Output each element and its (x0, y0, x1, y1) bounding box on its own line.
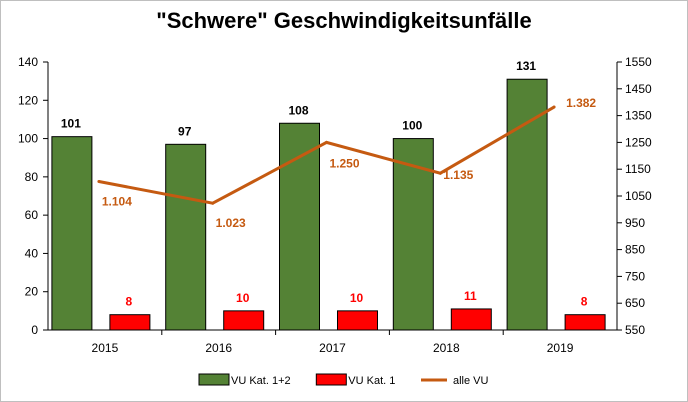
y-left-tick-label: 60 (25, 208, 39, 222)
bar-vu-kat-1 (337, 310, 378, 331)
line-point (325, 140, 328, 144)
line-data-label: 1.023 (216, 216, 246, 230)
bar-data-label: 97 (178, 124, 192, 138)
bar-data-label: 10 (350, 291, 364, 305)
y-left-tick-label: 140 (18, 55, 38, 69)
y-right-tick-label: 1350 (625, 109, 652, 123)
legend-swatch (198, 373, 230, 386)
bar-data-label: 8 (581, 295, 588, 309)
bar-vu-kat-1 (450, 308, 492, 331)
y-right-tick-label: 750 (625, 269, 645, 283)
y-right-tick-label: 1550 (625, 55, 652, 69)
y-left-tick-label: 40 (25, 246, 39, 260)
line-point (552, 105, 556, 109)
bar-data-label: 101 (61, 117, 81, 131)
x-tick-label: 2017 (319, 341, 346, 355)
y-right-tick-label: 850 (625, 243, 645, 257)
y-right-tick-label: 550 (625, 323, 645, 337)
line-data-label: 1.135 (443, 168, 473, 182)
bar-data-label: 8 (126, 295, 133, 309)
y-left-tick-label: 100 (18, 132, 38, 146)
x-tick-label: 2016 (205, 341, 232, 355)
legend-label: VU Kat. 1+2 (231, 375, 291, 387)
y-left-tick-label: 20 (25, 285, 39, 299)
y-right-tick-label: 1250 (625, 135, 652, 149)
y-right-tick-label: 950 (625, 216, 645, 230)
legend-swatch (315, 373, 347, 386)
legend-label: alle VU (453, 375, 489, 387)
chart-title: "Schwere" Geschwindigkeitsunfälle (156, 8, 532, 33)
y-left-tick-label: 120 (18, 93, 38, 107)
bar-data-label: 131 (516, 59, 536, 73)
legend-label: VU Kat. 1 (348, 375, 395, 387)
bar-data-label: 108 (288, 103, 308, 117)
y-left-tick-label: 0 (31, 323, 38, 337)
x-tick-label: 2018 (433, 341, 460, 355)
bar-data-label: 10 (236, 291, 250, 305)
line-point (97, 180, 101, 184)
bar-data-label: 11 (464, 289, 477, 303)
bar-data-label: 100 (402, 119, 422, 133)
bar-vu-kat-1-2 (51, 136, 93, 331)
line-point (211, 201, 215, 205)
line-data-label: 1.250 (329, 156, 359, 170)
bar-vu-kat-1-2 (279, 122, 320, 331)
bar-vu-kat-1 (223, 310, 265, 331)
x-tick-label: 2015 (92, 341, 119, 355)
y-right-tick-label: 650 (625, 296, 645, 310)
line-data-label: 1.104 (102, 195, 132, 209)
bar-vu-kat-1-2 (506, 78, 548, 331)
y-right-tick-label: 1050 (625, 189, 652, 203)
bar-vu-kat-1 (109, 314, 151, 331)
line-data-label: 1.382 (566, 96, 596, 110)
bar-vu-kat-1-2 (165, 143, 207, 331)
line-point (438, 171, 442, 175)
y-left-tick-label: 80 (25, 170, 39, 184)
y-right-tick-label: 1450 (625, 82, 652, 96)
y-right-tick-label: 1150 (625, 162, 651, 176)
bar-vu-kat-1 (564, 314, 606, 331)
x-tick-label: 2019 (547, 341, 574, 355)
